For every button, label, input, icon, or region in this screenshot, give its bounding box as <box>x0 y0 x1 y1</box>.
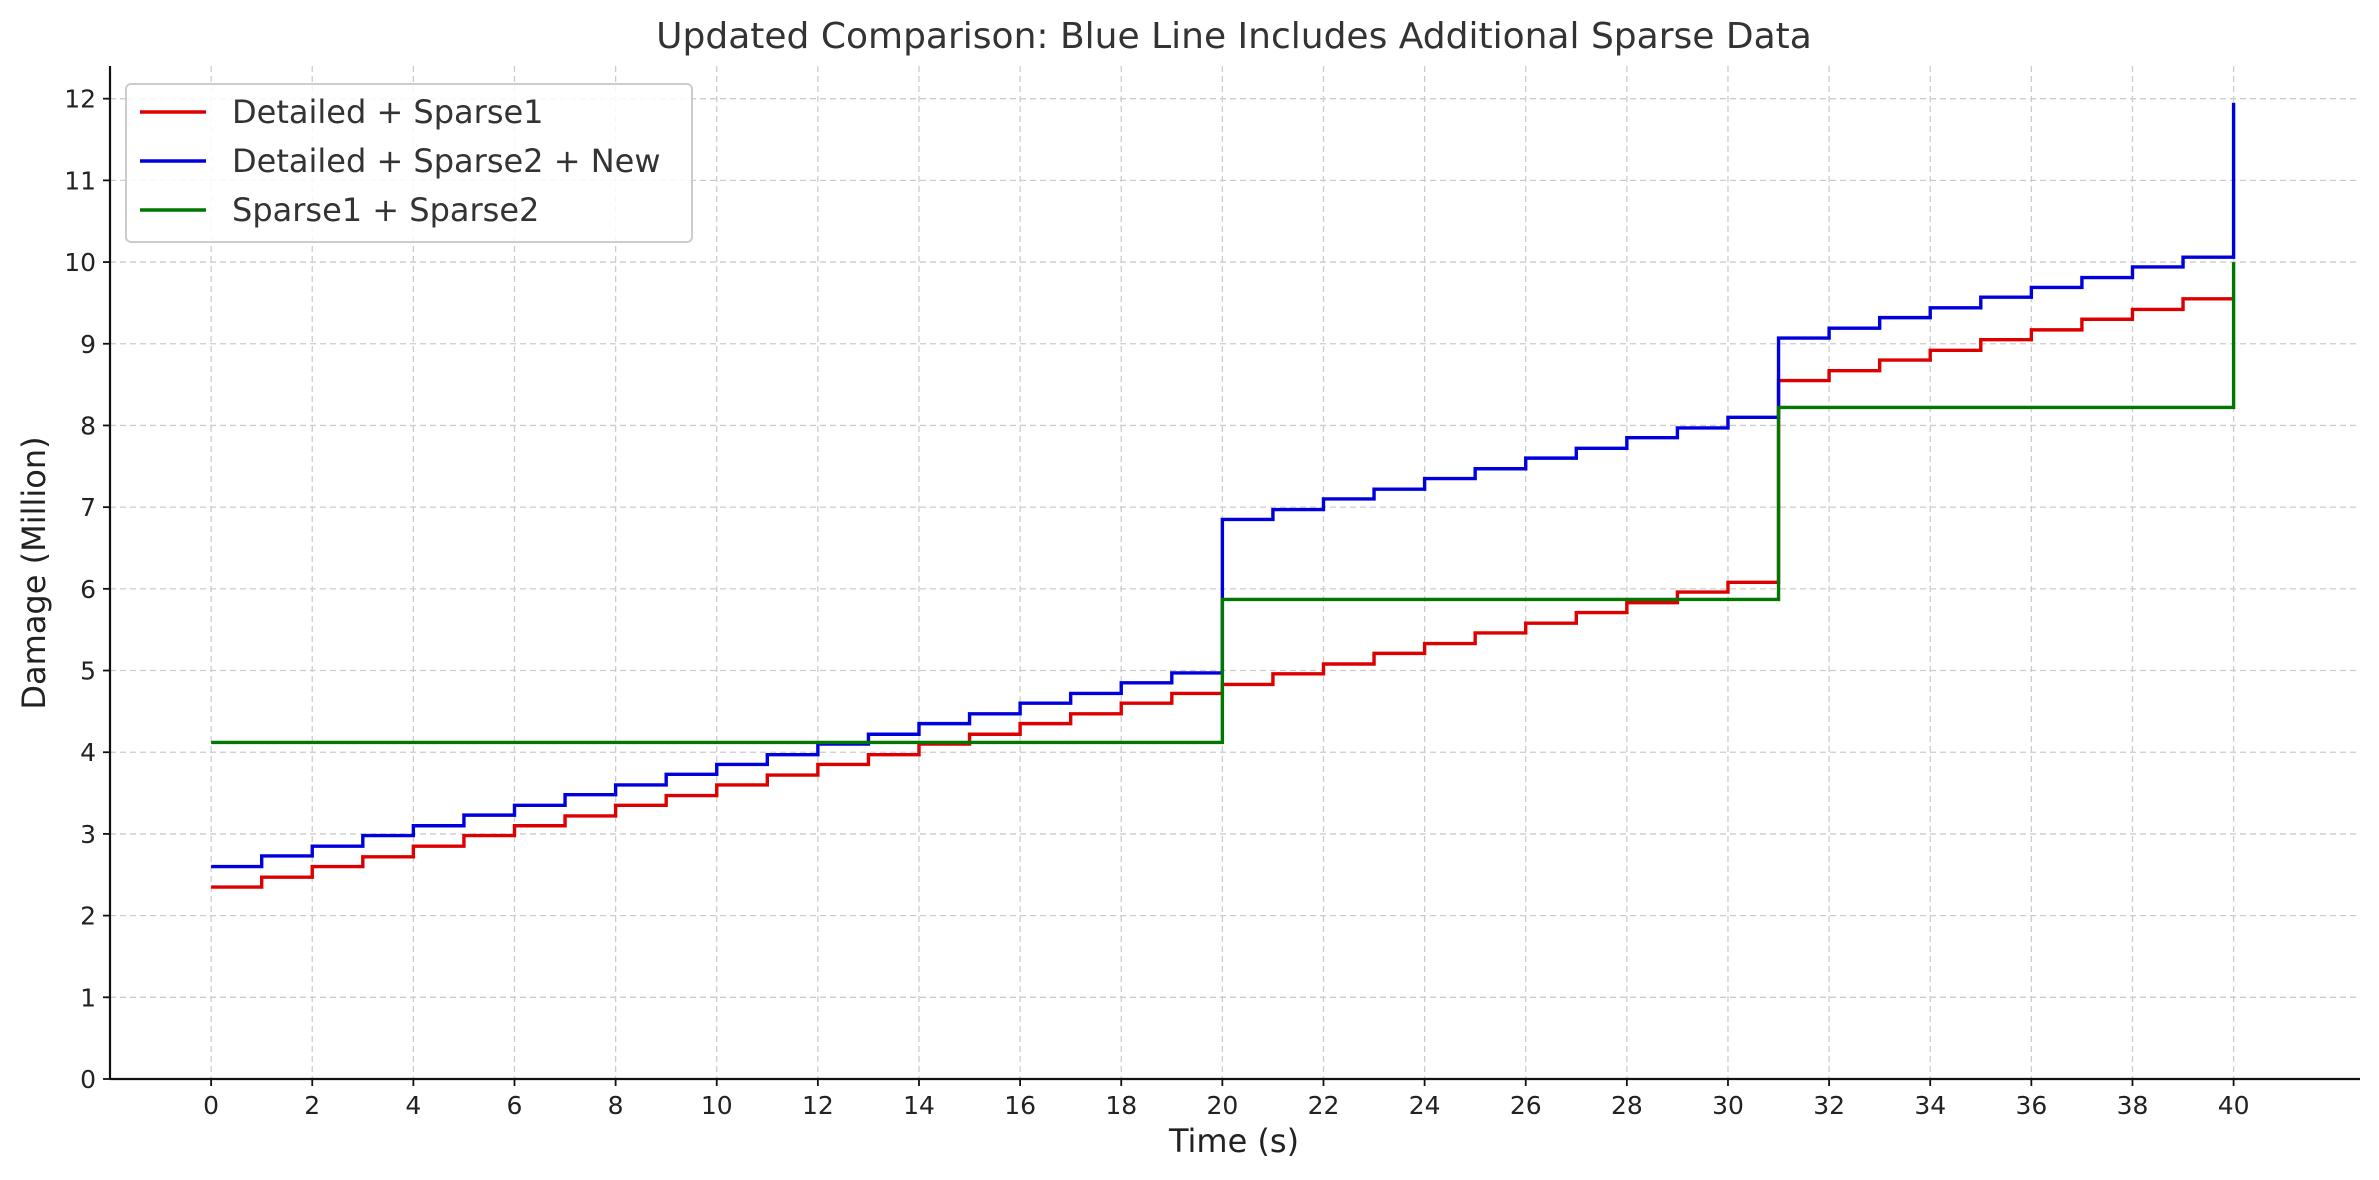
x-tick-label: 28 <box>1611 1091 1643 1120</box>
y-tick-label: 2 <box>80 902 96 931</box>
chart-title: Updated Comparison: Blue Line Includes A… <box>656 16 1812 57</box>
x-tick-label: 26 <box>1510 1091 1542 1120</box>
legend-label-1: Detailed + Sparse1 <box>232 93 544 131</box>
y-tick-label: 1 <box>80 983 96 1012</box>
legend-label-3: Sparse1 + Sparse2 <box>232 191 539 229</box>
y-tick-label: 4 <box>80 738 96 767</box>
x-tick-label: 24 <box>1409 1091 1441 1120</box>
x-tick-label: 34 <box>1914 1091 1946 1120</box>
y-tick-label: 8 <box>80 411 96 440</box>
x-tick-label: 40 <box>2218 1091 2250 1120</box>
y-axis-label: Damage (Million) <box>15 436 53 709</box>
legend-label-2: Detailed + Sparse2 + New <box>232 142 660 180</box>
y-tick-label: 12 <box>64 85 96 114</box>
y-tick-label: 6 <box>80 575 96 604</box>
y-tick-label: 0 <box>80 1065 96 1094</box>
y-tick-label: 5 <box>80 657 96 686</box>
x-tick-label: 16 <box>1004 1091 1036 1120</box>
x-tick-label: 14 <box>903 1091 935 1120</box>
series-line-2 <box>211 102 2236 869</box>
x-tick-label: 22 <box>1308 1091 1340 1120</box>
axes <box>108 66 2360 1081</box>
y-tick-label: 10 <box>64 248 96 277</box>
x-tick-label: 10 <box>701 1091 733 1120</box>
x-tick-label: 6 <box>507 1091 523 1120</box>
series-lines <box>211 102 2236 889</box>
y-tick-label: 7 <box>80 493 96 522</box>
y-tick-label: 11 <box>64 166 96 195</box>
y-tick-label: 9 <box>80 330 96 359</box>
x-tick-label: 38 <box>2117 1091 2149 1120</box>
x-tick-label: 32 <box>1813 1091 1845 1120</box>
x-tick-label: 0 <box>203 1091 219 1120</box>
legend-frame <box>125 83 693 243</box>
x-tick-label: 20 <box>1206 1091 1238 1120</box>
x-tick-label: 2 <box>304 1091 320 1120</box>
x-tick-label: 36 <box>2015 1091 2047 1120</box>
x-axis-label: Time (s) <box>1168 1122 1299 1160</box>
x-tick-label: 4 <box>405 1091 421 1120</box>
x-tick-label: 12 <box>802 1091 834 1120</box>
x-tick-label: 8 <box>608 1091 624 1120</box>
y-tick-label: 3 <box>80 820 96 849</box>
legend: Detailed + Sparse1 Detailed + Sparse2 + N… <box>125 83 693 243</box>
x-axis-ticks: 0 2 4 6 8 10 12 14 16 18 20 22 24 26 28 30 32 34 36 38 40 <box>203 1079 2250 1120</box>
series-line-3 <box>211 262 2236 745</box>
x-tick-label: 18 <box>1105 1091 1137 1120</box>
x-tick-label: 30 <box>1712 1091 1744 1120</box>
